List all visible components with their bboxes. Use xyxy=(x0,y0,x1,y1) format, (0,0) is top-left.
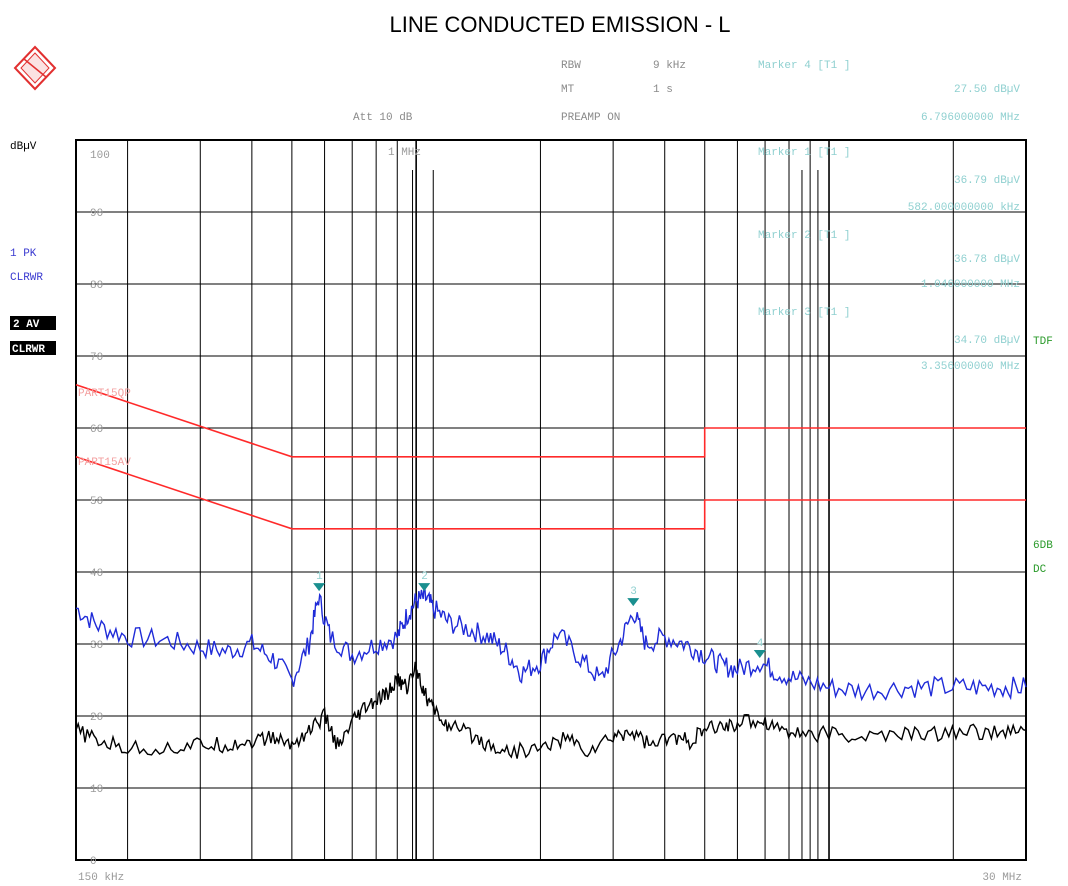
marker-number: 4 xyxy=(757,638,764,650)
mt-label: MT xyxy=(561,84,575,96)
y-tick-label: 0 xyxy=(90,856,97,868)
y-unit-label: dBµV xyxy=(10,141,37,153)
y-tick-label: 40 xyxy=(90,568,103,580)
x-start-label: 150 kHz xyxy=(78,872,124,884)
marker2-freq: 1.046000000 MHz xyxy=(921,279,1020,291)
marker4-level: 27.50 dBµV xyxy=(954,84,1020,96)
rs-logo-icon xyxy=(13,45,57,91)
marker2-level: 36.78 dBµV xyxy=(954,254,1020,266)
y-tick-label: 80 xyxy=(90,280,103,292)
marker-info: Marker 4 [T1 ] 27.50 dBµV 6.796000000 MH… xyxy=(758,60,1020,373)
y-tick-label: 50 xyxy=(90,496,103,508)
marker-lines xyxy=(412,170,819,860)
rbw-value: 9 kHz xyxy=(653,60,686,72)
marker-triangles: 4 1 2 3 xyxy=(313,571,766,658)
y-tick-label: 100 xyxy=(90,150,110,162)
y-tick-label: 10 xyxy=(90,784,103,796)
trace2-label: 2 AV xyxy=(13,319,40,331)
trace-2-av xyxy=(75,661,1027,759)
qp-limit-label: PART15QP xyxy=(78,388,131,400)
marker-number: 3 xyxy=(630,586,637,598)
y-tick-label: 60 xyxy=(90,424,103,436)
traces xyxy=(75,384,1027,759)
rbw-label: RBW xyxy=(561,60,581,72)
db-label: 6DB xyxy=(1033,540,1053,552)
y-tick-label: 30 xyxy=(90,640,103,652)
marker3-title: Marker 3 [T1 ] xyxy=(758,307,850,319)
trace2-mode: CLRWR xyxy=(12,344,45,356)
preamp-setting: PREAMP ON xyxy=(561,112,620,124)
trace2-mode-badge xyxy=(10,341,56,355)
marker-triangle-icon xyxy=(753,650,766,658)
mt-value: 1 s xyxy=(653,84,673,96)
marker1-level: 36.79 dBµV xyxy=(954,175,1020,187)
marker3-level: 34.70 dBµV xyxy=(954,335,1020,347)
trace1-label: 1 PK xyxy=(10,248,37,260)
marker-number: 2 xyxy=(421,571,428,583)
marker4-title: Marker 4 [T1 ] xyxy=(758,60,850,72)
y-tick-label: 70 xyxy=(90,352,103,364)
trace1-mode: CLRWR xyxy=(10,272,43,284)
chart-title: LINE CONDUCTED EMISSION - L xyxy=(389,12,730,37)
marker2-title: Marker 2 [T1 ] xyxy=(758,230,850,242)
y-tick-label: 90 xyxy=(90,208,103,220)
top-freq-label: 1 MHz xyxy=(388,147,421,159)
trace-1-pk xyxy=(75,585,1027,702)
marker-triangle-icon xyxy=(627,598,640,607)
att-setting: Att 10 dB xyxy=(353,112,413,124)
trace2-badge xyxy=(10,316,56,330)
marker-triangle-icon xyxy=(313,583,326,592)
tdf-label: TDF xyxy=(1033,336,1053,348)
marker-number: 1 xyxy=(316,571,323,583)
marker4-freq: 6.796000000 MHz xyxy=(921,112,1020,124)
y-tick-labels: 0 10 20 30 40 50 60 70 80 90 100 xyxy=(90,150,110,868)
av-limit-label: PART15AV xyxy=(78,457,131,469)
marker-triangle-icon xyxy=(418,583,431,592)
trace-part15av xyxy=(75,456,1026,530)
marker1-freq: 582.000000000 kHz xyxy=(908,202,1020,214)
marker1-title: Marker 1 [T1 ] xyxy=(758,147,850,159)
trace-part15qp xyxy=(75,384,1026,458)
marker3-freq: 3.356000000 MHz xyxy=(921,361,1020,373)
x-stop-label: 30 MHz xyxy=(982,872,1022,884)
dc-label: DC xyxy=(1033,564,1047,576)
y-tick-label: 20 xyxy=(90,712,103,724)
